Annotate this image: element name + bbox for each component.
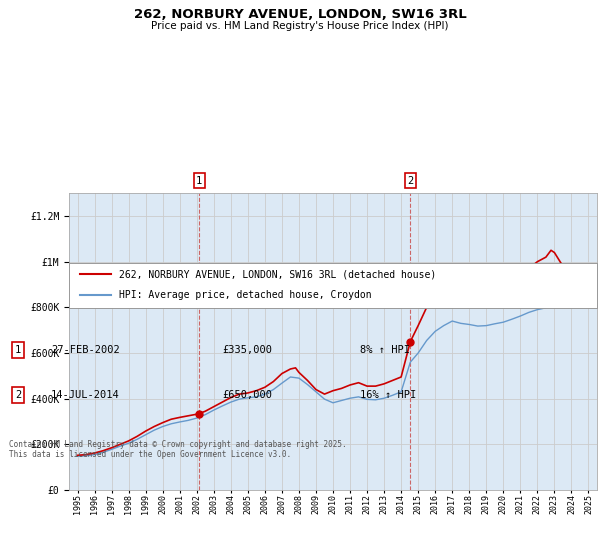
Text: £650,000: £650,000 [222,390,272,400]
Text: Price paid vs. HM Land Registry's House Price Index (HPI): Price paid vs. HM Land Registry's House … [151,21,449,31]
Text: Contains HM Land Registry data © Crown copyright and database right 2025.
This d: Contains HM Land Registry data © Crown c… [9,440,347,459]
Text: £335,000: £335,000 [222,345,272,355]
Text: 1: 1 [15,345,21,355]
Text: 262, NORBURY AVENUE, LONDON, SW16 3RL (detached house): 262, NORBURY AVENUE, LONDON, SW16 3RL (d… [119,269,436,279]
Text: 262, NORBURY AVENUE, LONDON, SW16 3RL: 262, NORBURY AVENUE, LONDON, SW16 3RL [134,8,466,21]
Text: HPI: Average price, detached house, Croydon: HPI: Average price, detached house, Croy… [119,291,372,301]
Text: 1: 1 [196,176,202,186]
Text: 16% ↑ HPI: 16% ↑ HPI [360,390,416,400]
Text: 14-JUL-2014: 14-JUL-2014 [51,390,120,400]
Text: 8% ↑ HPI: 8% ↑ HPI [360,345,410,355]
Text: 2: 2 [407,176,413,186]
Text: 27-FEB-2002: 27-FEB-2002 [51,345,120,355]
Text: 2: 2 [15,390,21,400]
